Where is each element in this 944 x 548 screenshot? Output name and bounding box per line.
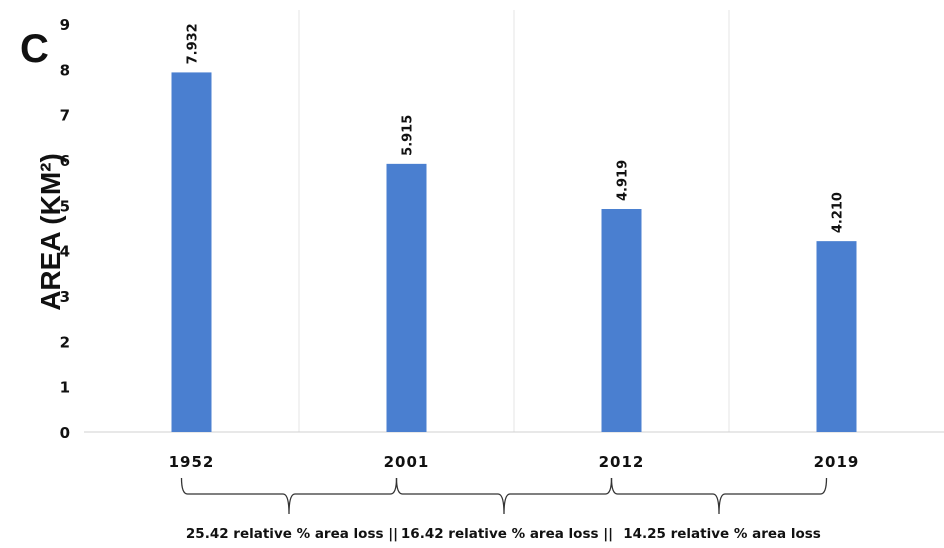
y-tick-label: 1 <box>60 379 70 397</box>
x-tick-label: 2001 <box>384 453 430 471</box>
data-label: 4.210 <box>831 192 846 233</box>
y-tick-label: 7 <box>60 107 70 125</box>
y-tick-label: 8 <box>60 61 70 79</box>
bar-1952 <box>171 72 212 432</box>
bar-2019 <box>816 241 857 432</box>
x-tick-label: 2019 <box>814 453 860 471</box>
annotation-text: 14.25 relative % area loss <box>623 526 821 542</box>
y-tick-label: 0 <box>60 424 70 442</box>
y-tick-label: 5 <box>60 197 70 215</box>
y-axis-ticks: 0 1 2 3 4 5 6 7 8 9 <box>60 16 70 442</box>
period-annotations: 25.42 relative % area loss || 16.42 relat… <box>180 477 828 542</box>
annotation-text: 25.42 relative % area loss || <box>186 526 398 542</box>
y-axis-label: AREA (KM²) <box>35 153 66 311</box>
grid-lines <box>298 10 730 432</box>
data-label: 4.919 <box>616 160 631 201</box>
x-tick-label: 2012 <box>599 453 645 471</box>
y-tick-label: 6 <box>60 152 70 170</box>
y-tick-label: 9 <box>60 16 70 34</box>
brace <box>180 477 398 515</box>
brace <box>610 477 828 515</box>
bar-2001 <box>386 163 427 432</box>
data-label: 5.915 <box>401 115 416 156</box>
x-tick-label: 1952 <box>169 453 215 471</box>
y-tick-label: 4 <box>60 243 70 261</box>
y-tick-label: 2 <box>60 333 70 351</box>
panel-label: C <box>20 27 49 71</box>
bars <box>171 72 857 432</box>
annotation-text: 16.42 relative % area loss || <box>401 526 613 542</box>
data-label: 7.932 <box>186 23 201 64</box>
brace <box>395 477 613 515</box>
data-labels: 7.932 5.915 4.919 4.210 <box>186 23 846 233</box>
y-tick-label: 3 <box>60 288 70 306</box>
bar-2012 <box>601 209 642 432</box>
x-axis-ticks: 1952 2001 2012 2019 <box>169 453 860 471</box>
